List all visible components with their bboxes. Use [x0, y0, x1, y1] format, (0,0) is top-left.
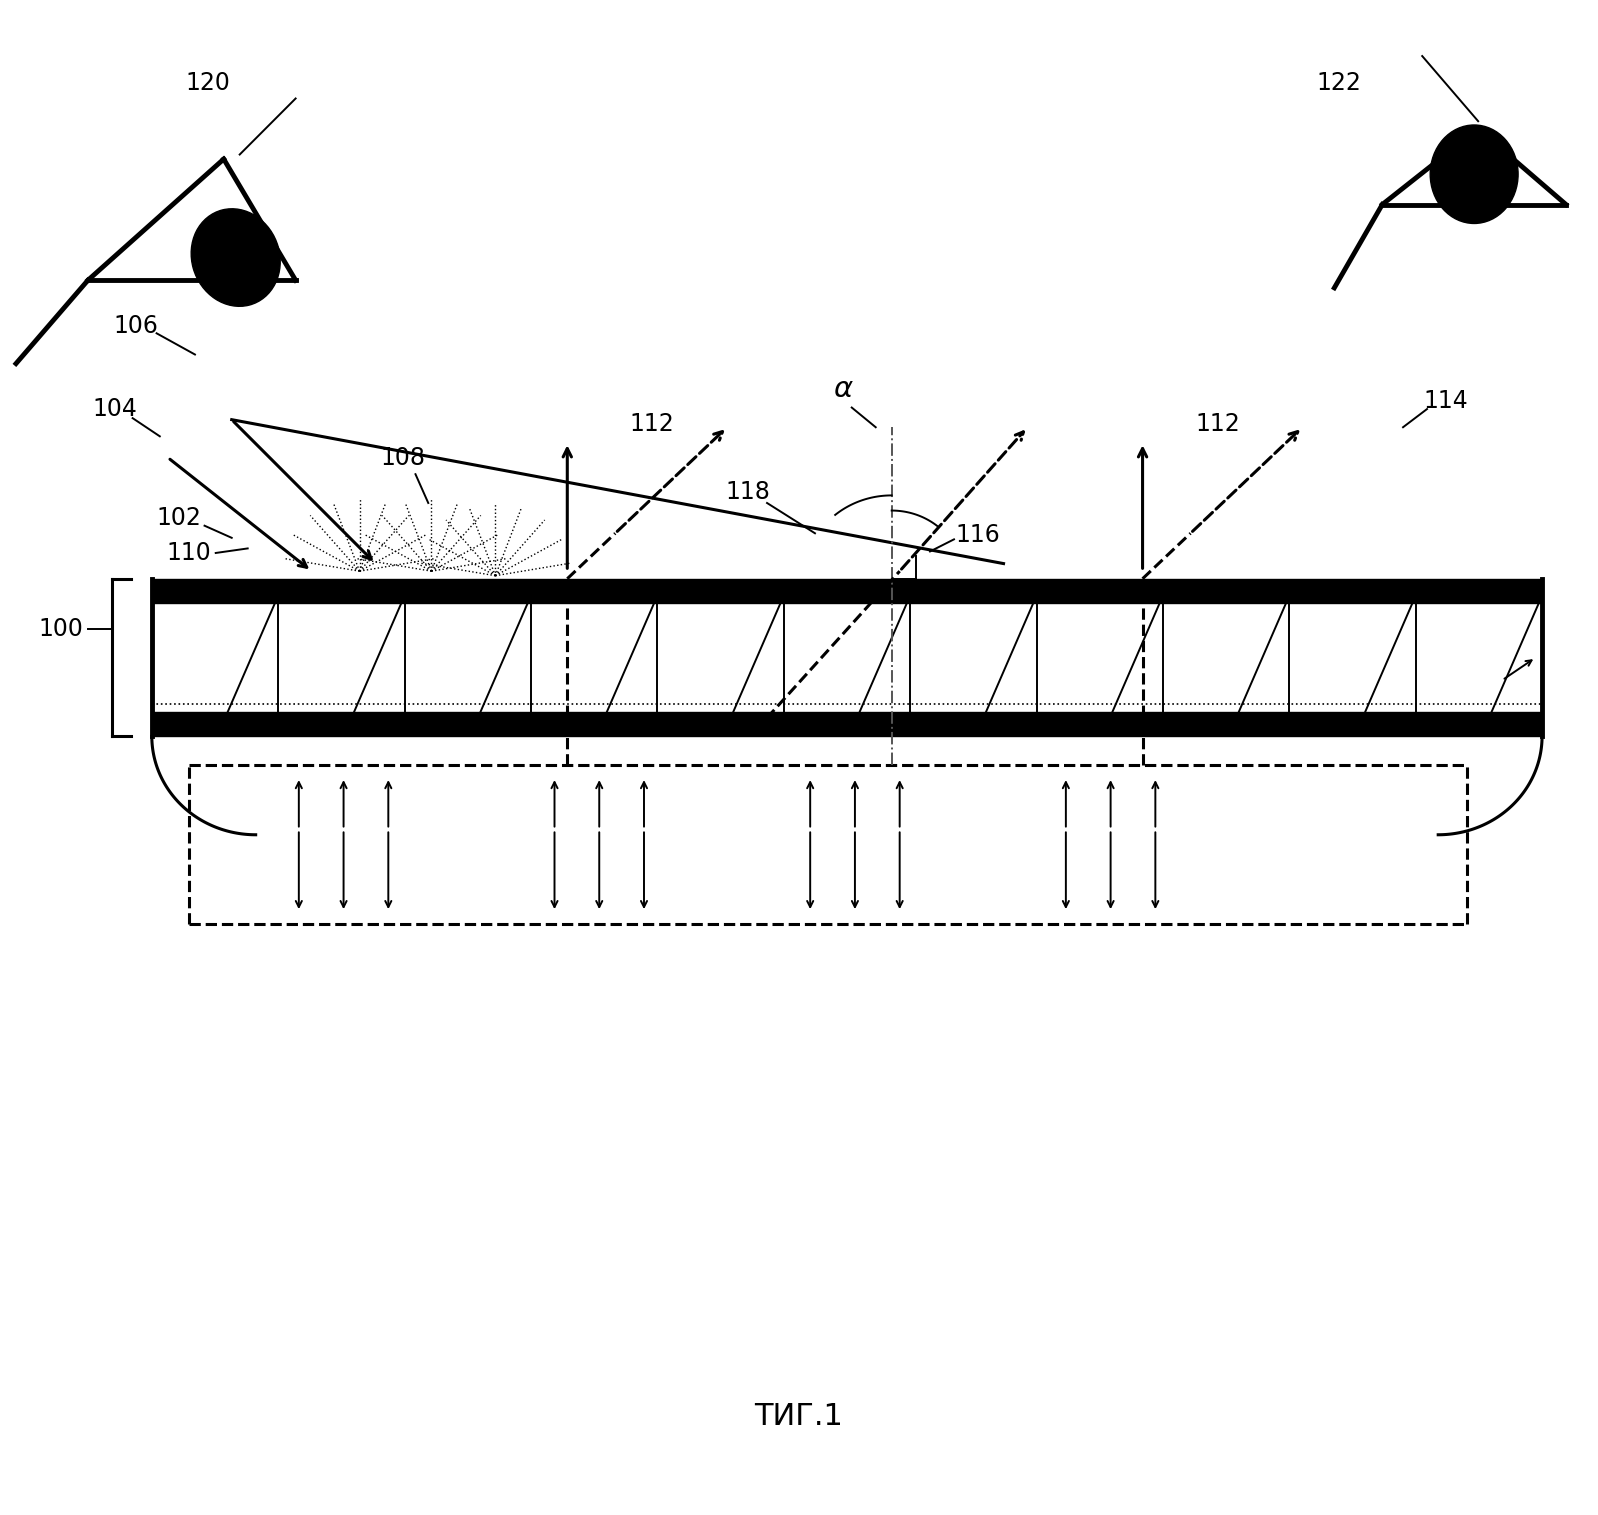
Text: ΤИГ.1: ΤИГ.1: [754, 1401, 844, 1432]
Ellipse shape: [192, 209, 280, 306]
Text: 102: 102: [157, 506, 201, 530]
Text: 120: 120: [185, 71, 230, 95]
Text: 104: 104: [93, 397, 137, 421]
Text: 106: 106: [113, 314, 158, 338]
Text: 108: 108: [380, 445, 425, 470]
Text: 112: 112: [1195, 412, 1240, 436]
Text: 114: 114: [1424, 389, 1469, 414]
Text: 116: 116: [956, 523, 1000, 547]
Text: 100: 100: [38, 617, 83, 641]
Text: 118: 118: [725, 480, 770, 504]
Ellipse shape: [1430, 126, 1518, 224]
Text: $\alpha$: $\alpha$: [833, 376, 855, 403]
Text: 122: 122: [1317, 71, 1361, 95]
Text: 110: 110: [166, 541, 211, 565]
Text: 112: 112: [630, 412, 674, 436]
